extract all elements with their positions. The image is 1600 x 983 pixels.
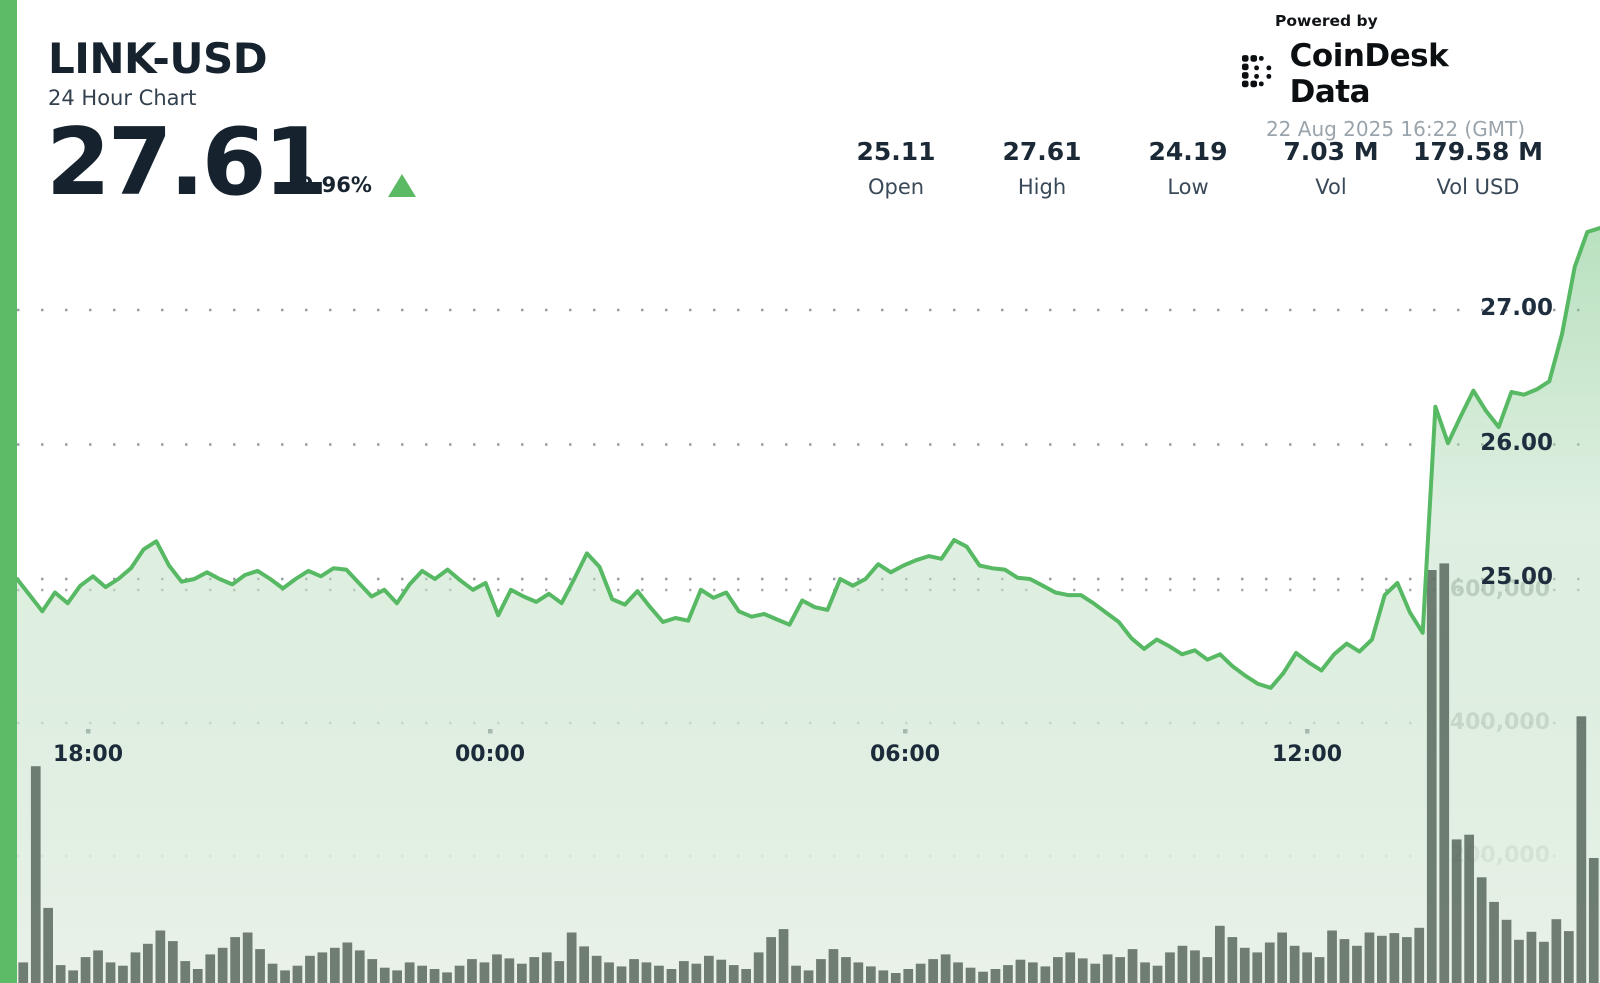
stat-value: 27.61	[1002, 137, 1082, 166]
stat-high: 27.61 High	[967, 137, 1117, 199]
coindesk-brand-name: CoinDesk Data	[1289, 38, 1449, 110]
stat-label: Low	[1167, 175, 1209, 199]
powered-by-block: Powered by CoinDesk Data	[1241, 12, 1525, 141]
stat-label: Vol USD	[1436, 175, 1520, 199]
price-line	[15, 226, 1600, 690]
current-price: 27.61	[46, 108, 328, 216]
volume-bars	[18, 563, 1599, 983]
price-change: 9.96%	[299, 173, 416, 197]
left-accent-bar	[0, 0, 17, 983]
coindesk-logo-icon	[1241, 55, 1272, 88]
brand-row: CoinDesk Data	[1241, 38, 1525, 110]
stat-open: 25.11 Open	[821, 137, 971, 199]
stat-label: Open	[867, 175, 925, 199]
stat-value: 179.58 M	[1412, 137, 1544, 166]
change-percent: 9.96%	[299, 173, 372, 197]
stat-label: Vol	[1315, 175, 1347, 199]
symbol-title: LINK-USD	[48, 34, 268, 83]
time-axis-label: 06:00	[869, 742, 941, 767]
chart-subtitle: 24 Hour Chart	[48, 86, 197, 110]
stat-value: 7.03 M	[1283, 137, 1379, 166]
time-axis-label: 00:00	[454, 742, 526, 767]
stat-label: High	[1017, 175, 1067, 199]
stat-value: 25.11	[856, 137, 936, 166]
stat-low: 24.19 Low	[1113, 137, 1263, 199]
up-triangle-icon	[387, 173, 416, 197]
chart-timestamp: 22 Aug 2025 16:22 (GMT)	[1265, 117, 1525, 141]
price-axis-label: 25.00	[1480, 564, 1553, 590]
time-axis-label: 12:00	[1271, 742, 1343, 767]
price-axis-label: 26.00	[1480, 430, 1553, 456]
powered-by-label: Powered by	[1275, 12, 1378, 30]
price-axis-label: 27.00	[1480, 295, 1553, 321]
stat-volume: 7.03 M Vol	[1256, 137, 1406, 199]
time-axis-label: 18:00	[52, 742, 124, 767]
stat-volume-usd: 179.58 M Vol USD	[1403, 137, 1553, 199]
stat-value: 24.19	[1148, 137, 1228, 166]
